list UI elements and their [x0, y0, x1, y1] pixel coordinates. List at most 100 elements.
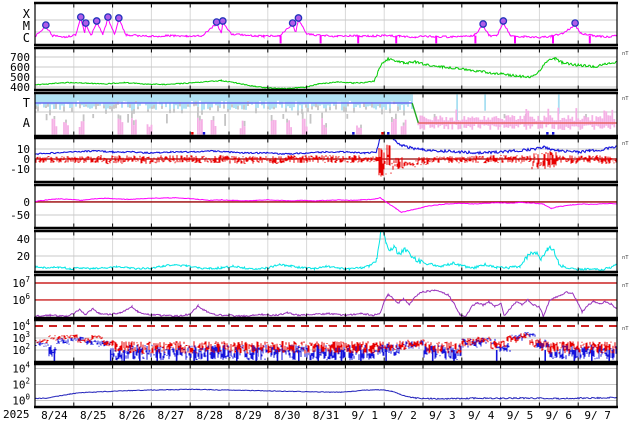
flare-marker: [114, 14, 123, 22]
series-group: [35, 16, 617, 44]
x-axis: 8/24 8/25 8/26 8/27 8/28 8/29 8/30 8/31 9/ 1 9/ 2…: [41, 409, 611, 422]
series-imf-bt: [35, 138, 617, 156]
sector-mark-blue: [387, 132, 390, 135]
x-axis-date-label: 9/ 1: [352, 409, 379, 422]
x-axis-date-label: 9/ 3: [429, 409, 456, 422]
y-tick-label: T: [23, 96, 30, 110]
x-axis-year-label: 2025: [3, 408, 30, 421]
panel-geomag-index: 0-50: [10, 183, 618, 230]
sector-mark-red: [191, 132, 194, 135]
x-axis-date-label: 8/27: [158, 409, 185, 422]
flare-marker: [499, 17, 508, 25]
day-gridlines: [73, 186, 579, 227]
y-tick-label: A: [23, 116, 31, 130]
day-ticks: [73, 232, 579, 271]
flare-marker: [218, 17, 227, 25]
flare-marker: [81, 19, 90, 27]
series-geomag-index: [35, 196, 617, 213]
day-ticks: [73, 49, 579, 89]
sector-mark-blue: [202, 132, 206, 135]
sector-mark-red: [381, 132, 384, 135]
y-tick-label: M: [23, 19, 30, 33]
y-tick-label: -50: [10, 209, 30, 222]
day-ticks: [73, 4, 579, 44]
series-group: [35, 94, 617, 135]
series-group: [35, 231, 617, 272]
y-tick-label: 700: [10, 51, 30, 64]
series-background-flux: [35, 388, 617, 400]
panel-xray-flux: XMC: [23, 1, 618, 47]
y-tick-label: 400: [10, 81, 30, 94]
y-tick-label: 40: [17, 233, 30, 246]
x-axis-date-label: 8/31: [313, 409, 340, 422]
x-axis-date-label: 9/ 5: [507, 409, 534, 422]
flare-marker: [104, 13, 112, 21]
day-ticks: [73, 94, 579, 135]
series-group: [35, 56, 617, 90]
day-ticks: [73, 276, 579, 317]
flare-marker: [212, 18, 221, 26]
series-proton-flux-high: [35, 333, 617, 354]
unit-label: nT: [622, 283, 629, 289]
series-group: [35, 388, 617, 400]
y-tick-label: 102: [12, 376, 30, 391]
y-tick-label: 10: [17, 143, 30, 156]
y-tick-label: 0: [23, 196, 30, 209]
x-axis-date-label: 8/30: [274, 409, 301, 422]
series-group: [35, 138, 617, 177]
flare-marker: [571, 19, 579, 27]
day-ticks: [73, 321, 579, 361]
series-group: [35, 332, 617, 362]
unit-label: nT: [622, 326, 629, 332]
y-tick-label: 104: [12, 360, 30, 375]
series-electron-flux: [35, 289, 617, 318]
unit-label: nT: [622, 255, 629, 261]
flare-marker: [92, 17, 101, 25]
series-goes-xray-flux: [35, 16, 617, 39]
day-ticks: [73, 365, 579, 406]
day-ticks: [73, 186, 579, 227]
series-group: [35, 196, 617, 213]
data-gap-marks: [279, 35, 591, 44]
y-tick-label: 600: [10, 61, 30, 74]
flare-marker: [294, 14, 303, 22]
x-axis-date-label: 9/ 6: [546, 409, 573, 422]
y-tick-label: 103: [12, 330, 30, 345]
panel-imf-sector: TA: [23, 91, 618, 138]
series-solar-wind-speed: [35, 56, 617, 90]
y-tick-label: 20: [17, 250, 30, 263]
y-tick-label: 106: [12, 292, 30, 307]
flux-dropout-marks: [53, 350, 610, 362]
flare-marker: [76, 13, 85, 21]
x-axis-date-label: 8/29: [235, 409, 262, 422]
x-axis-date-label: 9/ 4: [468, 409, 495, 422]
series-imf-bz: [35, 144, 617, 177]
y-tick-label: 0: [23, 153, 30, 166]
unit-label: nT: [622, 141, 629, 147]
y-tick-label: C: [23, 31, 30, 45]
day-gridlines: [73, 139, 579, 181]
x-axis-date-label: 8/28: [196, 409, 223, 422]
y-tick-label: 104: [12, 318, 30, 333]
series-group: [35, 289, 617, 318]
x-axis-date-label: 8/24: [41, 409, 68, 422]
sector-mark-blue: [546, 132, 549, 135]
series-plasma-density: [35, 231, 617, 272]
sector-mark-blue: [551, 132, 555, 135]
x-axis-date-label: 8/26: [119, 409, 146, 422]
day-ticks: [73, 139, 579, 181]
flare-marker: [42, 21, 50, 29]
x-axis-date-label: 8/25: [80, 409, 107, 422]
y-tick-label: X: [23, 7, 31, 21]
unit-label: nT: [622, 51, 629, 57]
y-tick-label: -10: [10, 163, 30, 176]
y-tick-label: 107: [12, 275, 30, 290]
y-tick-label: 500: [10, 71, 30, 84]
